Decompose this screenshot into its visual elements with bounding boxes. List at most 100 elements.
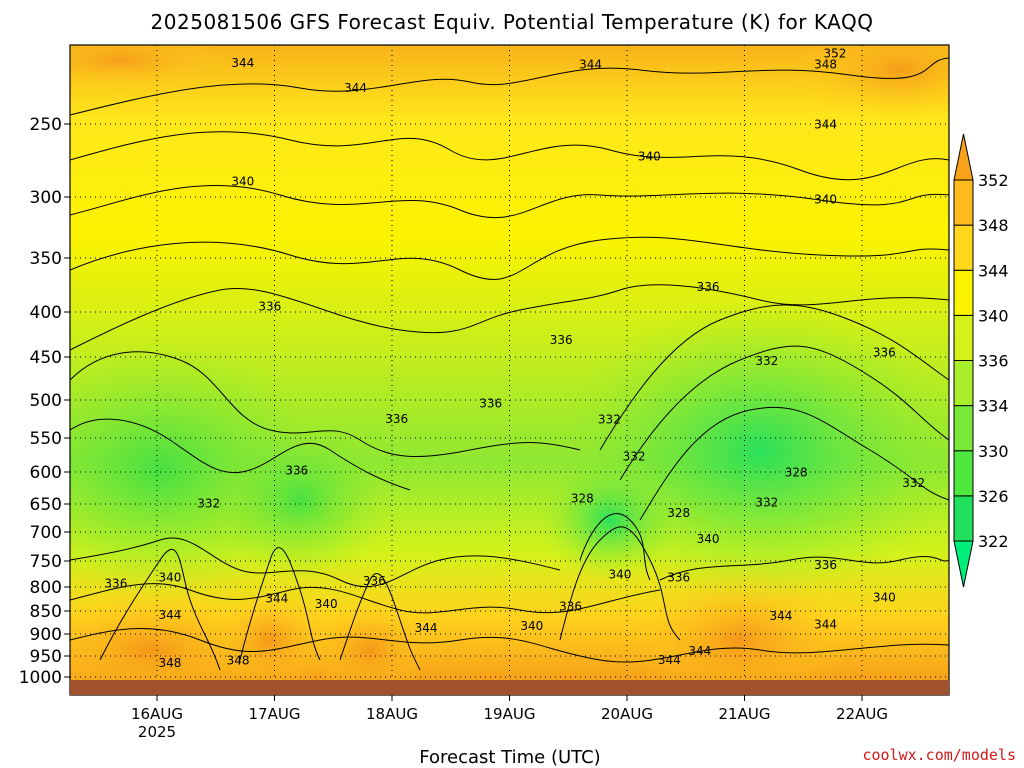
colorbar-segment	[953, 450, 974, 497]
contour-label-text: 340	[697, 532, 720, 546]
contour-label-text: 344	[344, 81, 367, 95]
colorbar-min-arrow	[953, 540, 974, 588]
high-theta-surface-mid	[210, 590, 330, 680]
colorbar-tick-label: 330	[978, 442, 1009, 461]
contour-label-text: 332	[755, 354, 778, 368]
contour-label: 348	[158, 656, 181, 670]
x-axis-title: Forecast Time (UTC)	[419, 747, 600, 768]
contour-label-text: 340	[158, 571, 181, 585]
contour-label: 336	[104, 576, 127, 590]
contour-label: 332	[197, 497, 220, 511]
contour-label-text: 332	[902, 476, 925, 490]
contour-label: 340	[814, 193, 837, 207]
contour-label: 344	[265, 591, 288, 605]
x-tick-label: 19AUG	[484, 705, 536, 723]
y-tick-label: 450	[30, 348, 62, 368]
contour-label-text: 332	[755, 495, 778, 509]
contour-label: 340	[231, 174, 254, 188]
chart-title: 2025081506 GFS Forecast Equiv. Potential…	[151, 10, 874, 34]
colorbar-tick-label: 352	[978, 171, 1009, 190]
gridlines	[70, 45, 949, 680]
contour-label-text: 332	[623, 450, 646, 464]
contour-label: 332	[902, 476, 925, 490]
contour-label: 332	[623, 450, 646, 464]
contour-label: 340	[158, 571, 181, 585]
colorbar-segment	[953, 405, 974, 452]
contour-label: 336	[550, 333, 573, 347]
contour-label: 336	[363, 574, 386, 588]
contour-label: 340	[638, 150, 661, 164]
colorbar-max-arrow	[953, 133, 974, 181]
contour-label: 336	[385, 412, 408, 426]
x-tick-label: 17AUG	[249, 705, 301, 723]
x-tick-label: 21AUG	[719, 705, 771, 723]
contour-label: 344	[769, 609, 792, 623]
colorbar-tick-label: 334	[978, 397, 1009, 416]
contour-label-text: 352	[824, 46, 847, 60]
colorbar-segment	[953, 224, 974, 271]
contour-label-text: 336	[385, 412, 408, 426]
y-tick-label: 1000	[19, 668, 62, 688]
y-tick-label: 550	[30, 429, 62, 449]
contour-label: 352	[824, 46, 847, 60]
colorbar-tick-label: 348	[978, 216, 1009, 235]
y-tick-label: 300	[30, 188, 62, 208]
y-tick-label: 950	[30, 647, 62, 667]
y-tick-label: 800	[30, 578, 62, 598]
x-year-label: 2025	[138, 723, 176, 741]
contour-label: 340	[608, 568, 631, 582]
contour-label: 344	[158, 608, 181, 622]
contour-lines	[70, 57, 949, 671]
contour-label-text: 336	[814, 558, 837, 572]
contour-label: 336	[559, 600, 582, 614]
contour-label-text: 336	[363, 574, 386, 588]
colorbar-tick-label: 326	[978, 487, 1009, 506]
colorbar-tick-label: 344	[978, 261, 1009, 280]
low-theta-core	[540, 460, 680, 580]
contour-label-text: 336	[550, 333, 573, 347]
contour-label-text: 328	[571, 492, 594, 506]
y-tick-label: 500	[30, 391, 62, 411]
contour-label-text: 332	[197, 497, 220, 511]
contour-label-text: 344	[158, 608, 181, 622]
contour-label-text: 348	[814, 58, 837, 72]
colorbar: 322 326 330 334 336 340 344 348 352	[953, 133, 1009, 588]
contour-label-text: 336	[697, 280, 720, 294]
y-tick-label: 400	[30, 303, 62, 323]
contour-label-text: 348	[158, 656, 181, 670]
contour-label-text: 340	[814, 193, 837, 207]
x-tick-label: 16AUG	[131, 705, 183, 723]
credit-text[interactable]: coolwx.com/models	[862, 746, 1016, 764]
contour-label-text: 336	[559, 600, 582, 614]
contour-label: 328	[667, 506, 690, 520]
contour-label: 336	[873, 345, 896, 359]
colorbar-tick-label: 340	[978, 306, 1009, 325]
contour-label-text: 336	[285, 463, 308, 477]
colorbar-tick-label: 322	[978, 532, 1009, 551]
contour-label-text: 348	[227, 653, 250, 667]
contour-label-text: 336	[104, 576, 127, 590]
contour-label: 344	[658, 653, 681, 667]
contour-label-text: 344	[579, 58, 602, 72]
contour-label: 340	[315, 597, 338, 611]
contour-label: 336	[814, 558, 837, 572]
x-tick-label: 20AUG	[601, 705, 653, 723]
y-tick-label: 900	[30, 625, 62, 645]
contour-label-text: 340	[315, 597, 338, 611]
contour-label: 328	[571, 492, 594, 506]
contour-label-text: 340	[873, 591, 896, 605]
x-tick-label: 18AUG	[366, 705, 418, 723]
colorbar-segment	[953, 179, 974, 226]
contour-label: 336	[285, 463, 308, 477]
contour-label-text: 344	[814, 618, 837, 632]
contour-label-text: 344	[688, 644, 711, 658]
contour-label: 336	[479, 397, 502, 411]
y-tick-label: 350	[30, 249, 62, 269]
contour-label-text: 340	[520, 619, 543, 633]
contour-label-text: 344	[769, 609, 792, 623]
contour-label: 344	[231, 56, 254, 70]
contour-label: 344	[688, 644, 711, 658]
contour-label: 336	[697, 280, 720, 294]
